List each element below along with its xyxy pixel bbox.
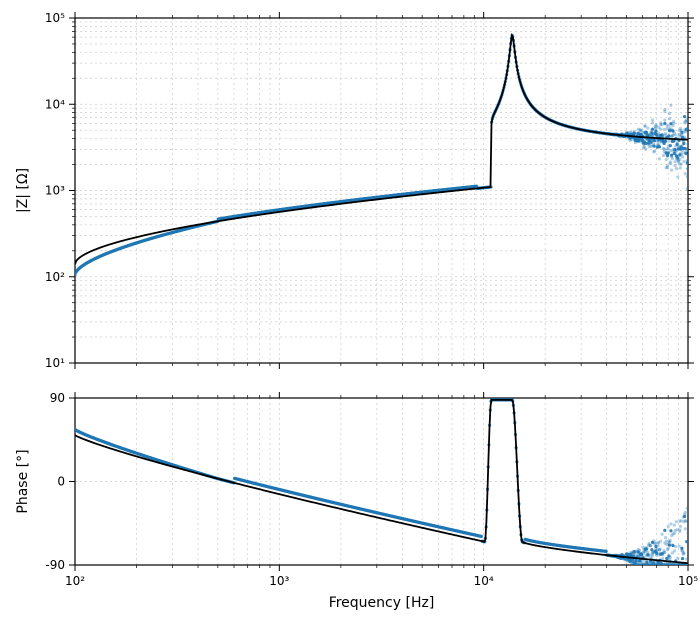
- svg-text:Frequency [Hz]: Frequency [Hz]: [329, 595, 435, 611]
- svg-text:10¹: 10¹: [45, 356, 65, 370]
- svg-text:10⁵: 10⁵: [45, 11, 65, 25]
- svg-text:10³: 10³: [269, 574, 289, 588]
- svg-text:10²: 10²: [45, 270, 65, 284]
- svg-text:10²: 10²: [65, 574, 85, 588]
- svg-text:10⁴: 10⁴: [45, 97, 65, 111]
- svg-text:90: 90: [50, 391, 65, 405]
- svg-text:-90: -90: [45, 558, 65, 572]
- svg-text:|Z| [Ω]: |Z| [Ω]: [15, 168, 31, 213]
- svg-text:10³: 10³: [45, 184, 65, 198]
- svg-text:Phase [°]: Phase [°]: [15, 449, 31, 513]
- svg-text:0: 0: [57, 475, 65, 489]
- svg-text:10⁴: 10⁴: [474, 574, 494, 588]
- svg-text:10⁵: 10⁵: [678, 574, 698, 588]
